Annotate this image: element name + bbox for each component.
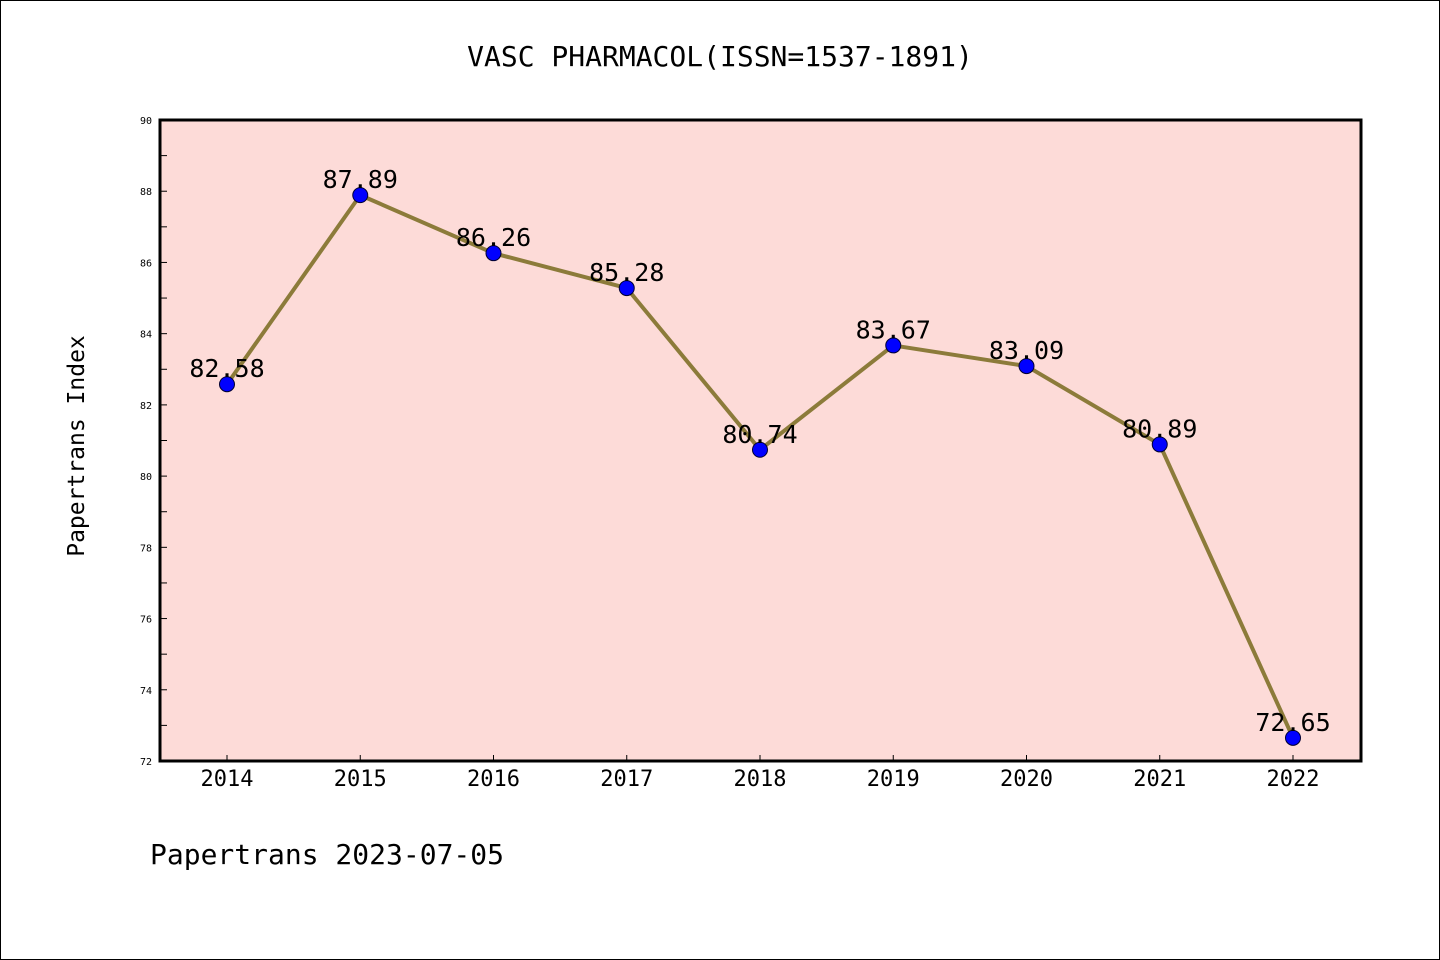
x-tick-label: 2016 xyxy=(467,767,520,792)
data-label: 83.09 xyxy=(989,336,1064,365)
y-tick-label: 82 xyxy=(140,401,152,412)
y-tick-label: 86 xyxy=(140,258,152,269)
y-tick-label: 84 xyxy=(140,330,152,341)
data-point xyxy=(1285,729,1301,746)
y-tick-label: 88 xyxy=(140,187,152,198)
data-label: 87.89 xyxy=(323,165,398,194)
y-tick-label: 72 xyxy=(140,757,152,768)
y-tick-label: 74 xyxy=(140,686,152,697)
data-label: 83.67 xyxy=(856,315,931,344)
x-tick-label: 2021 xyxy=(1133,767,1186,792)
data-point xyxy=(752,441,768,458)
y-tick-label: 90 xyxy=(140,116,152,127)
x-tick-label: 2015 xyxy=(334,767,387,792)
y-tick-label: 80 xyxy=(140,472,152,483)
plot-border xyxy=(158,118,1363,763)
data-label: 72.65 xyxy=(1255,708,1330,737)
data-label: 86.26 xyxy=(456,223,531,252)
data-point xyxy=(352,187,369,204)
data-point xyxy=(219,376,235,393)
data-point xyxy=(885,337,902,354)
y-tick-label: 76 xyxy=(140,615,152,626)
y-tick-label: 78 xyxy=(140,543,152,554)
data-point xyxy=(1018,358,1035,375)
x-tick-label: 2014 xyxy=(201,767,254,792)
data-label: 85.28 xyxy=(589,258,664,287)
x-axis: 2014 2015 2016 2017 2018 2019 2020 2021 2022 xyxy=(201,755,1320,792)
x-tick-label: 2022 xyxy=(1267,767,1320,792)
data-label: 80.74 xyxy=(722,420,797,449)
data-label: 82.58 xyxy=(189,354,264,383)
x-tick-label: 2017 xyxy=(600,767,653,792)
x-tick-label: 2020 xyxy=(1000,767,1053,792)
x-tick-label: 2019 xyxy=(867,767,920,792)
footer-text: Papertrans 2023-07-05 xyxy=(150,838,504,871)
data-markers xyxy=(219,187,1301,746)
data-labels: 82.58 87.89 86.26 85.28 80.74 83.67 83.09 80.89… xyxy=(189,165,1330,737)
data-point xyxy=(485,245,502,262)
data-point xyxy=(1151,436,1168,453)
chart-title: VASC PHARMACOL(ISSN=1537-1891) xyxy=(467,40,973,73)
y-axis-label: Papertrans Index xyxy=(64,335,90,557)
data-label: 80.89 xyxy=(1122,414,1197,443)
x-tick-label: 2018 xyxy=(734,767,787,792)
data-point xyxy=(618,280,635,297)
